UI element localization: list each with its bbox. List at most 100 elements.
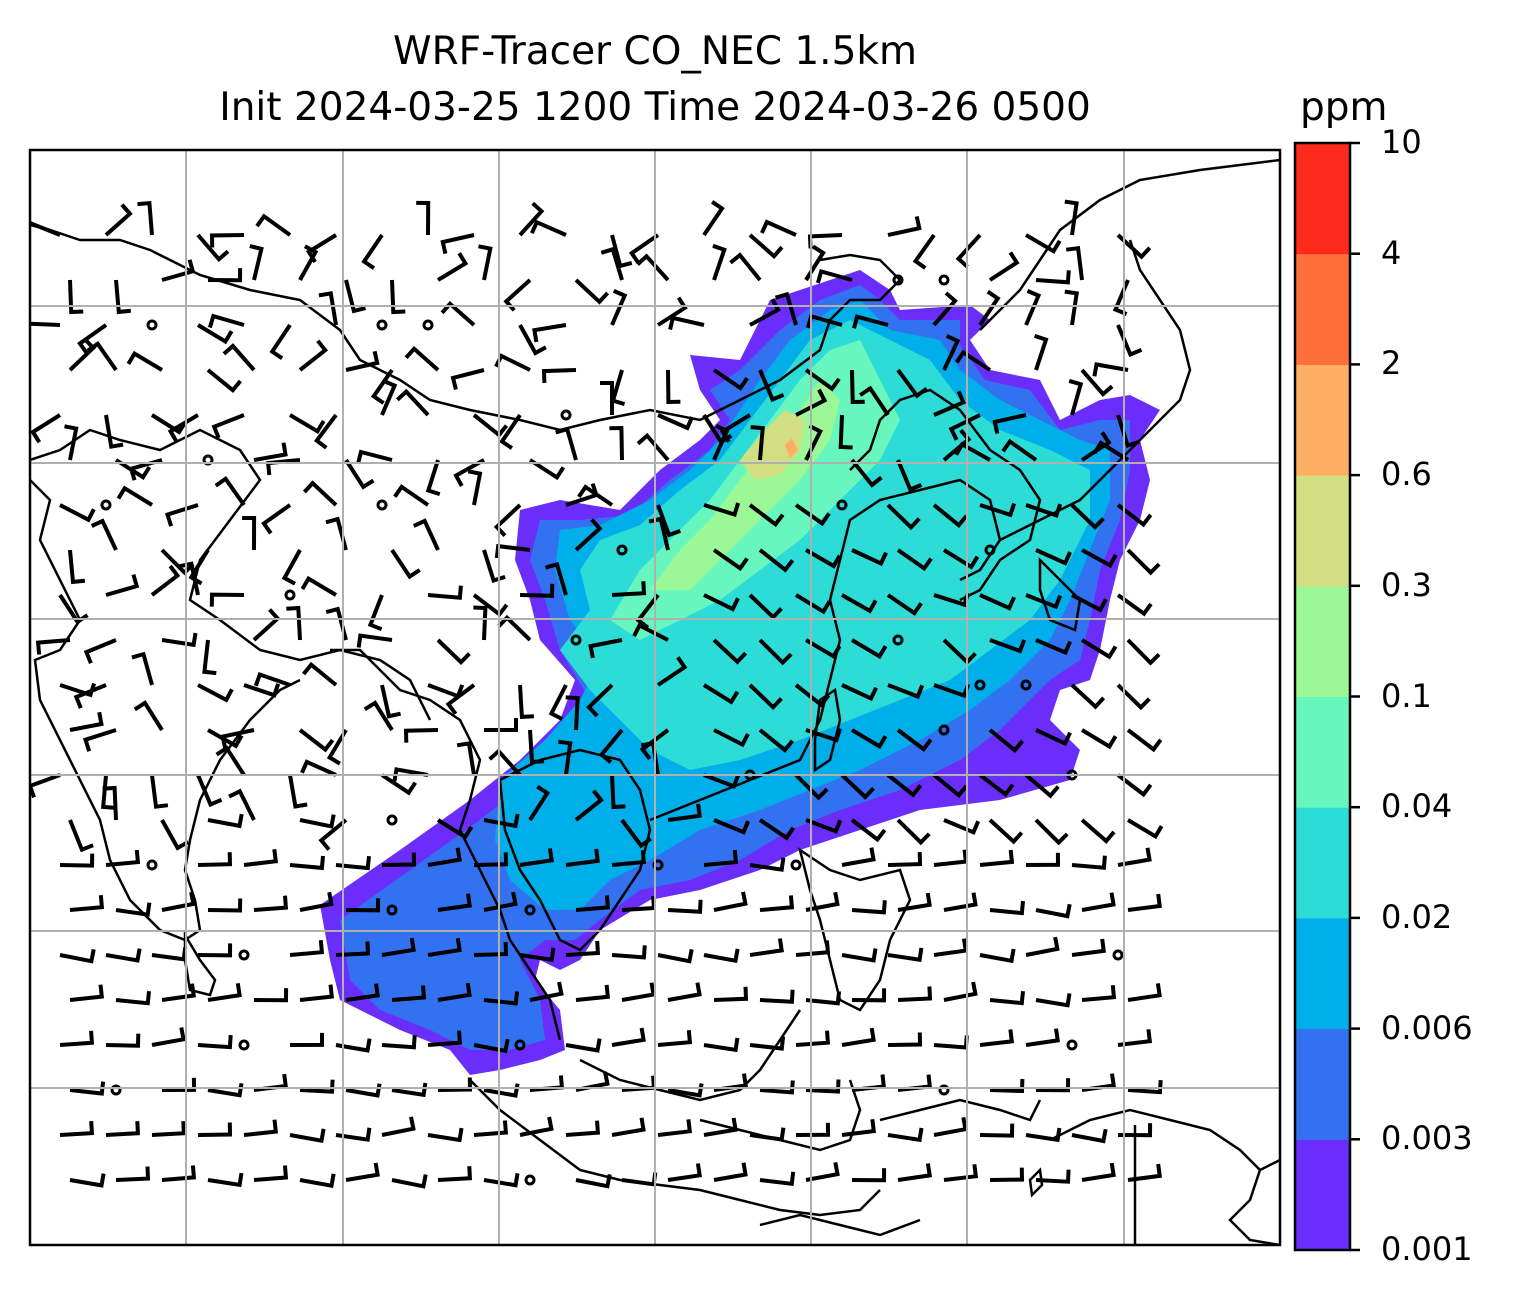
wind-barb (220, 728, 255, 749)
wind-barb (197, 683, 234, 703)
wind-barb (805, 1162, 840, 1182)
wind-barb (657, 413, 694, 431)
wind-barb (519, 848, 554, 867)
wind-barb (73, 683, 107, 709)
wind-barb (840, 773, 875, 800)
colorbar-block (1295, 1139, 1350, 1251)
wind-barb (396, 388, 430, 417)
wind-barb (69, 895, 105, 912)
wind-barb (932, 291, 958, 327)
wind-barb (851, 548, 888, 567)
wind-barb (105, 849, 141, 867)
wind-barb (436, 638, 471, 666)
wind-barb (933, 938, 968, 957)
colorbar-tick-label: 4 (1381, 233, 1402, 272)
wind-barb (30, 413, 62, 444)
wind-barb (610, 289, 628, 326)
calm-wind-circle (386, 814, 398, 826)
wind-barb (345, 1162, 380, 1182)
wind-barb (483, 813, 520, 829)
wind-barb (805, 991, 842, 1006)
wind-barb (979, 849, 1015, 867)
wind-barb (1024, 233, 1062, 254)
wind-barb (795, 1122, 831, 1137)
wind-barb (943, 981, 978, 1002)
calm-wind-circle (284, 589, 296, 601)
calm-wind-circle (422, 319, 434, 331)
colorbar-tick-label: 0.001 (1381, 1230, 1473, 1268)
wind-barb (532, 323, 567, 343)
wind-barb (381, 937, 416, 957)
calm-wind-circle (146, 859, 158, 871)
wind-barb (1025, 1028, 1060, 1047)
wind-barb (483, 991, 520, 1006)
wind-barb (978, 773, 1015, 798)
wind-barb (896, 818, 931, 846)
wind-barb (610, 234, 633, 269)
calm-wind-circle (616, 544, 628, 556)
wind-barb (472, 413, 509, 438)
wind-barb (1025, 936, 1060, 957)
wind-barb (979, 1029, 1015, 1047)
wind-barb (648, 516, 670, 551)
wind-barb (656, 504, 681, 538)
wind-barb (253, 671, 291, 687)
calm-wind-circle (1066, 1039, 1078, 1051)
wind-barb (345, 983, 380, 1002)
wind-barb (344, 279, 366, 314)
wind-barb (344, 458, 375, 490)
calm-wind-circle (376, 499, 388, 511)
calm-wind-circle (514, 1039, 526, 1051)
wind-barb (197, 1034, 233, 1050)
wind-barb (202, 639, 217, 676)
wind-barb (1024, 773, 1060, 799)
wind-barb (942, 334, 961, 371)
wind-barb (68, 549, 86, 585)
colorbar-block (1295, 917, 1350, 1030)
wind-barb (335, 1038, 372, 1053)
wind-barb (805, 1079, 841, 1094)
colorbar-block (1295, 696, 1350, 808)
wind-barb (841, 683, 878, 702)
wind-barb (574, 518, 603, 552)
wind-barb (1117, 1029, 1153, 1047)
calm-wind-circle (974, 679, 986, 691)
wind-barb (59, 1120, 95, 1137)
wind-barb (137, 200, 154, 236)
wind-barb (335, 855, 371, 871)
wind-barb (207, 728, 244, 749)
wind-barb (989, 900, 1025, 916)
wind-barb (473, 605, 488, 641)
wind-barb (600, 246, 624, 281)
map-gridlines (30, 150, 1280, 1245)
wind-barb (759, 1080, 795, 1095)
wind-barb (150, 564, 181, 597)
map-title-line1: WRF-Tracer CO_NEC 1.5km (393, 29, 917, 74)
wind-barb (805, 727, 843, 743)
wind-barb (703, 849, 739, 867)
calm-wind-circle (938, 724, 950, 736)
wind-barb (574, 789, 604, 822)
wind-barb (851, 900, 887, 915)
wind-barb (437, 1077, 473, 1092)
wind-barb (804, 368, 841, 392)
wind-barb (1024, 289, 1042, 326)
wind-barb (82, 728, 117, 752)
wind-barb (473, 942, 509, 957)
wind-barb (841, 948, 878, 963)
wind-barb (933, 849, 968, 867)
wind-barb (713, 728, 750, 748)
wind-barb (391, 1174, 428, 1189)
wind-barb (1025, 1127, 1062, 1143)
wind-barb (713, 891, 748, 912)
wind-barb (565, 1038, 602, 1053)
calm-wind-circle (892, 634, 904, 646)
colorbar-tick-label: 2 (1381, 344, 1402, 383)
calm-wind-circle (238, 949, 250, 961)
wind-barb (483, 891, 518, 912)
wind-barb (851, 988, 887, 1003)
map-title-line2: Init 2024-03-25 1200 Time 2024-03-26 050… (219, 85, 1091, 130)
calm-wind-circle (146, 319, 158, 331)
wind-barb (161, 1165, 197, 1182)
wind-barb (473, 1038, 510, 1054)
